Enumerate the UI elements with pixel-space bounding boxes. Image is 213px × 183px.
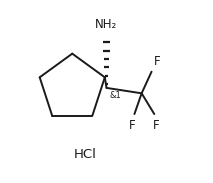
Text: F: F	[129, 119, 136, 132]
Text: &1: &1	[109, 91, 121, 100]
Text: HCl: HCl	[73, 148, 96, 161]
Text: F: F	[154, 55, 161, 68]
Text: F: F	[153, 119, 159, 132]
Text: NH₂: NH₂	[95, 18, 118, 31]
